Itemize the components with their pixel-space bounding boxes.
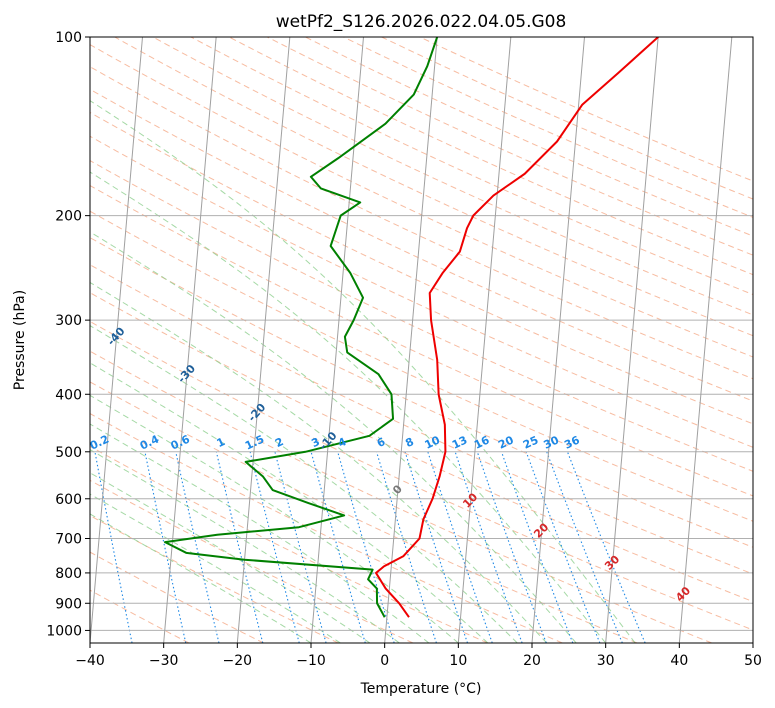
mixing-ratio-label: 16 xyxy=(472,433,492,451)
mixing-ratio-line xyxy=(175,451,220,643)
mixing-ratio-line xyxy=(310,451,366,643)
x-tick-label: −10 xyxy=(296,653,326,669)
y-tick-label: 1000 xyxy=(46,623,82,639)
mixing-ratio-line xyxy=(249,451,300,643)
moist-adiabat-line xyxy=(90,231,577,643)
sounding-profiles xyxy=(164,37,659,618)
dry-adiabat-line xyxy=(90,292,753,603)
y-tick-label: 200 xyxy=(55,209,82,225)
dry-adiabat-line xyxy=(90,381,638,643)
isotherm-line xyxy=(310,37,364,643)
moist-adiabat-line xyxy=(90,100,636,643)
moist-adiabat-line xyxy=(90,325,518,643)
y-tick-label: 600 xyxy=(55,492,82,508)
mixing-ratio-label: 13 xyxy=(450,433,469,451)
x-tick-label: 50 xyxy=(744,653,762,669)
isotherm-line xyxy=(531,37,585,643)
mixing-ratio-line xyxy=(404,451,469,643)
isotherm-line xyxy=(90,37,143,643)
mixing-ratio-label: 25 xyxy=(521,433,540,451)
y-tick-label: 300 xyxy=(55,313,82,329)
moist-adiabat-line xyxy=(90,449,400,643)
dry-adiabat-line xyxy=(90,479,414,643)
x-axis-title: Temperature (°C) xyxy=(360,681,482,697)
moist-adiabat-line xyxy=(90,171,607,643)
isotherm-line xyxy=(236,37,291,643)
dry-adiabat-line xyxy=(90,514,339,643)
x-tick-label: −30 xyxy=(149,653,179,669)
mixing-ratio-line xyxy=(500,451,574,643)
chart-title: wetPf2_S126.2026.022.04.05.G08 xyxy=(276,12,567,32)
plot-background-lines xyxy=(90,37,753,643)
y-tick-label: 100 xyxy=(55,30,82,46)
mixing-ratio-label: 10 xyxy=(423,433,443,451)
mixing-ratio-line xyxy=(144,451,187,643)
mixing-ratio-line xyxy=(525,451,601,643)
axes: −40 −30 −20 −10 0 10 20 30 40 50 1000 900 800 700 600 5… xyxy=(46,30,762,669)
x-tick-label: −20 xyxy=(223,653,253,669)
dry-adiabat-line xyxy=(381,37,753,200)
x-tick-label: −40 xyxy=(75,653,105,669)
y-tick-label: 900 xyxy=(55,596,82,612)
moist-adiabat-line xyxy=(90,394,459,643)
x-tick-label: 10 xyxy=(449,653,467,669)
y-tick-label: 700 xyxy=(55,532,82,548)
dry-adiabat-line xyxy=(90,412,563,643)
mixing-ratio-line xyxy=(476,451,547,643)
x-tick-label: 30 xyxy=(597,653,615,669)
isotherm-line xyxy=(605,37,659,643)
mixing-ratio-line xyxy=(546,451,623,643)
isotherm-line xyxy=(384,37,438,643)
moist-adiabat-line xyxy=(90,362,489,643)
mixing-ratio-line xyxy=(94,451,133,643)
mixing-ratio-label: 20 xyxy=(496,433,516,451)
x-tick-label: 40 xyxy=(670,653,688,669)
dry-adiabat-line xyxy=(343,37,753,218)
x-tick-label: 20 xyxy=(523,653,541,669)
y-axis-title: Pressure (hPa) xyxy=(12,290,28,390)
y-tick-label: 500 xyxy=(55,445,82,461)
dry-adiabat-line xyxy=(419,37,753,182)
isotherm-line xyxy=(678,37,733,643)
y-tick-label: 400 xyxy=(55,387,82,403)
dewpoint-profile-line xyxy=(164,37,439,618)
mixing-ratio-label: 36 xyxy=(562,433,582,451)
y-tick-label: 800 xyxy=(55,566,82,582)
mixing-ratio-label: 30 xyxy=(542,433,562,451)
plot-frame xyxy=(89,36,754,644)
mixing-ratio-line xyxy=(376,451,437,643)
isotherm-line xyxy=(457,37,512,643)
dry-adiabat-line xyxy=(90,264,753,575)
moist-adiabat-line xyxy=(90,281,548,643)
mixing-ratio-line xyxy=(215,451,264,643)
mixing-ratio-line xyxy=(427,451,493,643)
temperature-profile-line xyxy=(375,37,659,618)
mixing-ratio-line xyxy=(454,451,523,643)
x-tick-label: 0 xyxy=(380,653,389,669)
